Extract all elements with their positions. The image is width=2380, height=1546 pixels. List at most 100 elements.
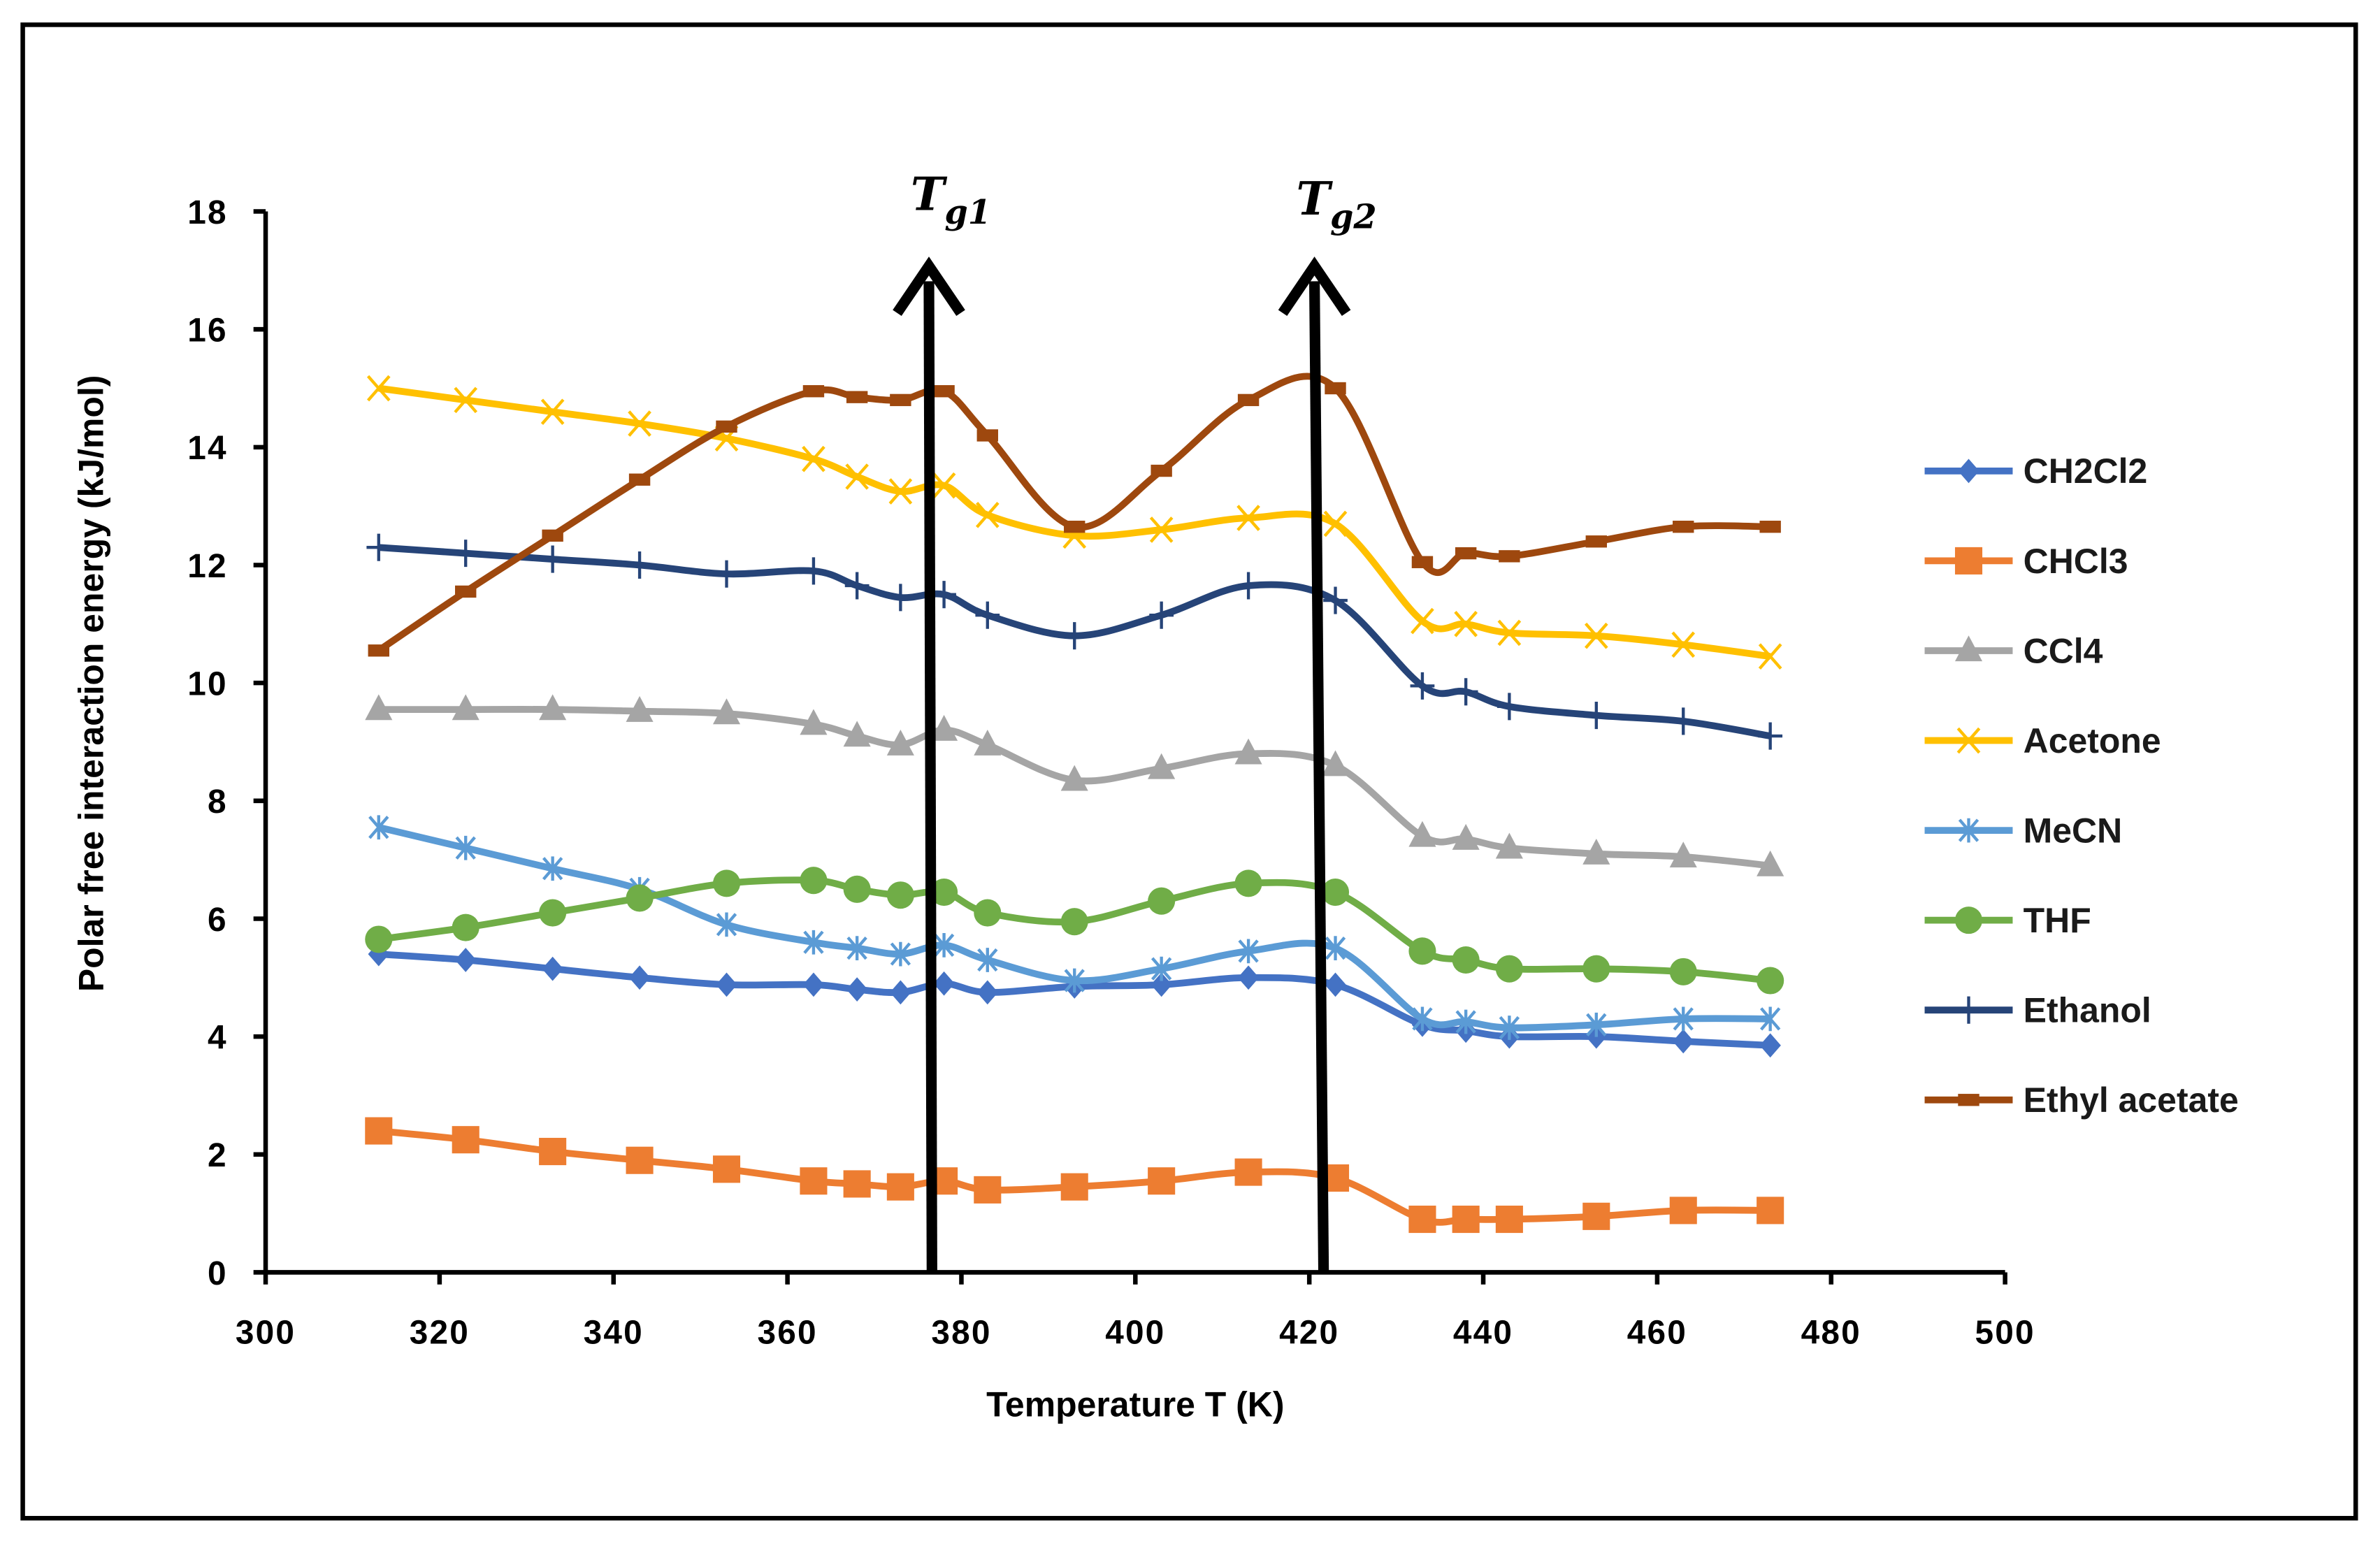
data-point [1495,832,1523,859]
data-point [1759,520,1781,533]
data-point [542,956,563,981]
data-point [1452,1206,1480,1234]
data-point [1452,823,1480,850]
data-point [1452,946,1480,974]
data-point [1499,1016,1520,1040]
data-point [976,429,998,442]
data-point [1757,967,1784,995]
data-point [365,694,393,721]
data-point [843,721,871,747]
data-point [366,533,391,561]
data-point [1759,1033,1781,1058]
data-point [1758,643,1782,670]
series-ccl4 [365,694,1784,876]
data-point [1673,1029,1694,1054]
data-point [1060,765,1088,791]
data-point [1671,631,1696,658]
y-tick-label: 12 [187,548,227,585]
data-point [932,472,956,499]
data-point [890,980,911,1005]
data-point [1410,672,1435,700]
data-point [716,420,737,433]
data-point [1060,908,1088,936]
legend-label: Ethyl acetate [2024,1081,2239,1120]
data-point [365,1117,393,1145]
data-point [1237,393,1260,407]
series-chcl3 [365,1117,1784,1234]
data-point [366,375,391,402]
data-point [800,709,828,735]
data-point [845,463,869,490]
data-point [1757,850,1784,876]
data-point [1323,586,1348,614]
data-point [846,936,867,961]
data-point [1325,382,1346,395]
y-tick-label: 10 [187,666,227,703]
y-tick-label: 6 [208,902,228,939]
series-thf [365,867,1784,995]
data-point [802,972,825,997]
legend-label: MeCN [2024,811,2123,850]
data-point [716,912,737,937]
data-point [455,585,477,598]
data-point [888,584,913,612]
legend-marker [1954,635,1983,662]
x-tick-label: 380 [931,1315,991,1352]
series-ch2cl2 [368,941,1781,1058]
data-point [1454,611,1478,637]
data-point [1497,693,1522,721]
y-tick-label: 2 [208,1137,228,1174]
x-tick-label: 360 [757,1315,817,1352]
data-point [1408,1206,1436,1234]
legend-label: CHCl3 [2024,542,2128,581]
data-point [843,1170,871,1198]
x-tick-label: 340 [584,1315,644,1352]
data-point [1238,939,1259,964]
data-point [930,878,958,906]
data-point [1234,738,1262,765]
y-axis-title: Polar free interaction energy (kJ/mol) [72,375,111,992]
x-tick-label: 460 [1627,1315,1687,1352]
data-point [1495,1206,1523,1234]
annotations: Tg1 Tg2 [893,168,1377,1273]
data-point [1585,535,1608,548]
legend-item: Ethyl acetate [1924,1081,2239,1120]
data-point [930,714,958,741]
legend-label: Acetone [2024,721,2161,760]
data-point [1236,572,1261,600]
data-point [974,899,1002,927]
data-point [1408,937,1436,965]
series-group [365,373,1784,1234]
data-point [1148,1167,1176,1195]
legend-marker [1958,1094,1979,1106]
data-point [626,1146,654,1174]
y-tick-label: 8 [208,783,228,821]
legend-item: Acetone [1924,721,2161,760]
y-tick-label: 4 [208,1019,228,1056]
data-point [365,925,393,953]
legend-marker [1958,458,1979,484]
data-point [1669,958,1697,985]
annotation-label: Tg2 [1297,173,1377,237]
data-point [1062,622,1087,650]
data-point [455,835,476,860]
data-point [712,869,741,897]
data-point [626,884,654,912]
data-point [886,881,914,909]
data-point [1671,707,1696,735]
data-point [712,1155,741,1183]
data-point [888,478,913,505]
data-point [1151,464,1172,477]
data-point [933,385,955,398]
data-point [539,1138,567,1166]
data-point [1584,701,1609,730]
data-point [453,540,478,568]
data-point [1669,1197,1697,1224]
data-point [1673,520,1694,533]
data-point [1064,520,1086,533]
data-point [933,971,955,996]
data-point [1759,1006,1781,1032]
legend-item: MeCN [1924,811,2123,850]
data-point [1234,1158,1262,1186]
axes: 300 320 340 360 380 400 420 440 460 480 500 0 2 4 6 8 10… [187,194,2033,1352]
